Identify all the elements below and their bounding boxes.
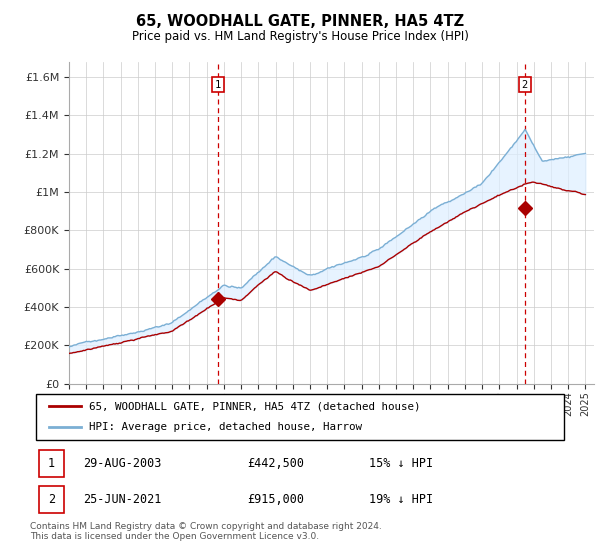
Text: HPI: Average price, detached house, Harrow: HPI: Average price, detached house, Harr…	[89, 422, 362, 432]
Text: £442,500: £442,500	[247, 457, 304, 470]
Text: 65, WOODHALL GATE, PINNER, HA5 4TZ (detached house): 65, WOODHALL GATE, PINNER, HA5 4TZ (deta…	[89, 401, 420, 411]
Text: 2: 2	[521, 80, 528, 90]
Text: 25-JUN-2021: 25-JUN-2021	[83, 493, 162, 506]
Text: £915,000: £915,000	[247, 493, 304, 506]
Text: 1: 1	[48, 457, 55, 470]
Bar	[38, 486, 64, 513]
Text: 19% ↓ HPI: 19% ↓ HPI	[368, 493, 433, 506]
Text: 65, WOODHALL GATE, PINNER, HA5 4TZ: 65, WOODHALL GATE, PINNER, HA5 4TZ	[136, 14, 464, 29]
Text: Contains HM Land Registry data © Crown copyright and database right 2024.
This d: Contains HM Land Registry data © Crown c…	[30, 522, 382, 542]
Bar	[38, 450, 64, 477]
Text: 1: 1	[215, 80, 221, 90]
Text: 29-AUG-2003: 29-AUG-2003	[83, 457, 162, 470]
Text: 2: 2	[48, 493, 55, 506]
Text: Price paid vs. HM Land Registry's House Price Index (HPI): Price paid vs. HM Land Registry's House …	[131, 30, 469, 43]
Text: 15% ↓ HPI: 15% ↓ HPI	[368, 457, 433, 470]
